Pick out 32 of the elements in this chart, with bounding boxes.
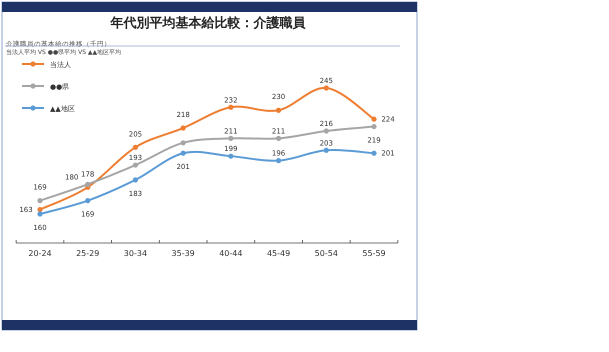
- point: [37, 211, 43, 217]
- point: [228, 136, 234, 141]
- x-tick-label: 55-59: [362, 249, 386, 258]
- point: [371, 124, 377, 130]
- point: [132, 144, 138, 150]
- point: [132, 177, 138, 183]
- point: [180, 140, 186, 146]
- x-tick-label: 20-24: [28, 249, 52, 258]
- point: [228, 154, 234, 159]
- point: [276, 108, 282, 113]
- point: [371, 150, 377, 156]
- point: [276, 158, 282, 164]
- point: [132, 162, 138, 168]
- point: [85, 182, 90, 187]
- x-tick-label: 45-49: [266, 249, 290, 258]
- point: [228, 104, 234, 110]
- x-tick-label: 25-29: [76, 249, 100, 258]
- x-tick-label: 35-39: [172, 249, 195, 258]
- point: [85, 198, 90, 204]
- point: [371, 116, 377, 122]
- point: [37, 198, 43, 204]
- point: [180, 125, 186, 131]
- chart-title: 年代別平均基本給比較：介護職員: [110, 15, 306, 31]
- x-tick-label: 30-34: [124, 249, 148, 258]
- x-tick-label: 40-44: [219, 249, 242, 258]
- point: [324, 148, 329, 153]
- point: [324, 128, 329, 134]
- point: [37, 206, 43, 212]
- point: [276, 136, 282, 141]
- x-tick-label: 50-54: [314, 249, 338, 258]
- point: [180, 150, 186, 156]
- point: [324, 85, 329, 91]
